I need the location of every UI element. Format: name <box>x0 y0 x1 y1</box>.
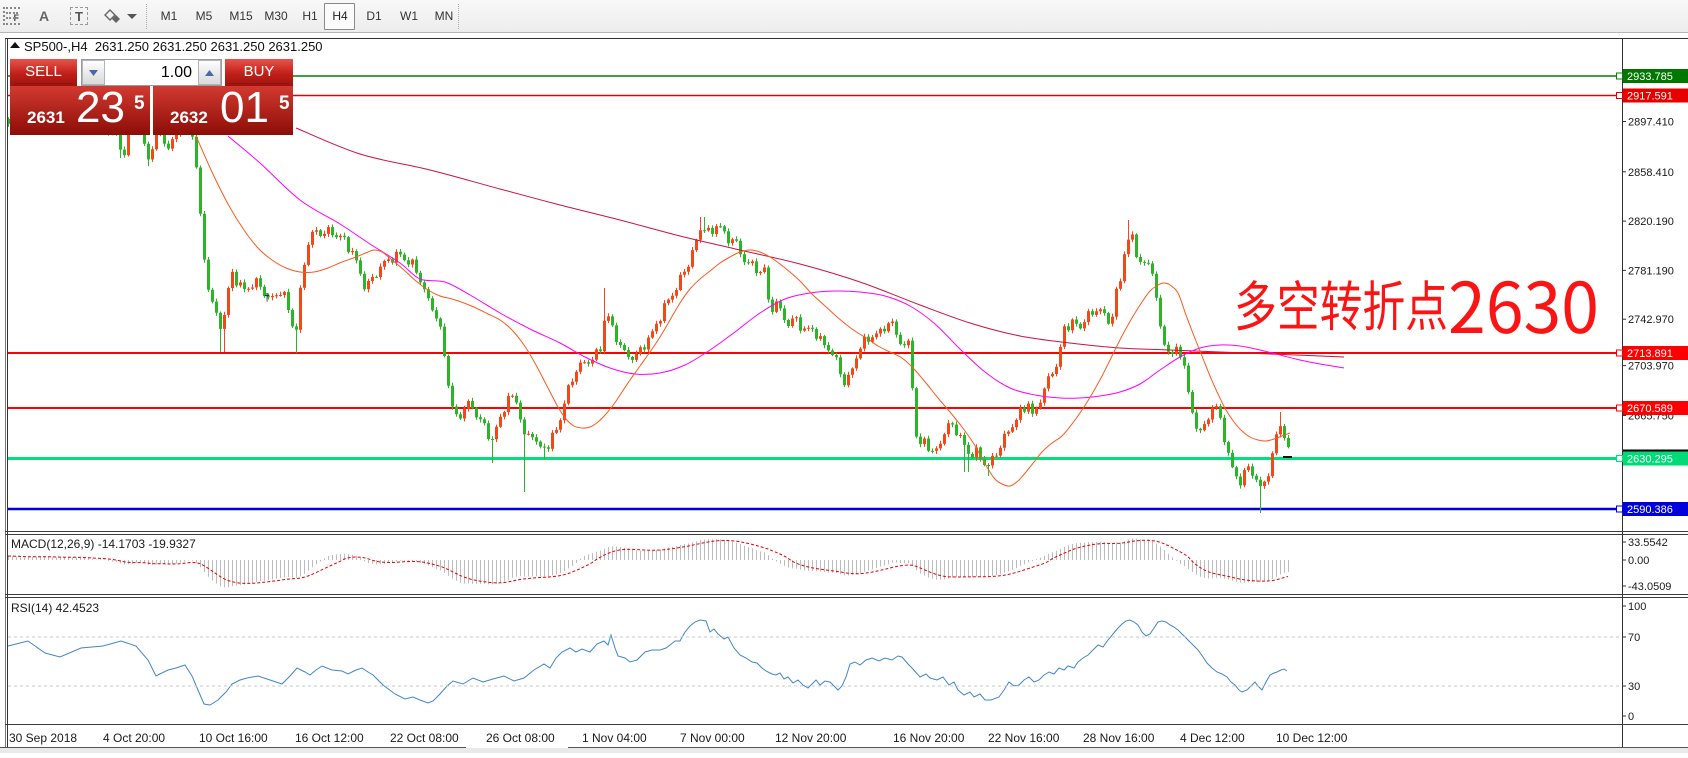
svg-text:26 Oct 08:00: 26 Oct 08:00 <box>486 731 555 745</box>
svg-text:-43.0509: -43.0509 <box>1628 581 1671 593</box>
svg-text:22 Nov 16:00: 22 Nov 16:00 <box>988 731 1060 745</box>
svg-text:7 Nov 00:00: 7 Nov 00:00 <box>680 731 745 745</box>
svg-text:SP500-,H4 2631.250 2631.250 2: SP500-,H4 2631.250 2631.250 2631.250 263… <box>24 39 323 54</box>
svg-text:10 Dec 12:00: 10 Dec 12:00 <box>1276 731 1348 745</box>
svg-text:2858.410: 2858.410 <box>1628 167 1674 179</box>
svg-text:30: 30 <box>1628 681 1640 693</box>
svg-text:30 Sep 2018: 30 Sep 2018 <box>9 731 77 745</box>
svg-text:2630.295: 2630.295 <box>1627 454 1673 466</box>
svg-text:2713.891: 2713.891 <box>1627 348 1673 360</box>
svg-text:22 Oct 08:00: 22 Oct 08:00 <box>390 731 459 745</box>
svg-text:RSI(14) 42.4523: RSI(14) 42.4523 <box>11 601 99 615</box>
svg-text:16 Nov 20:00: 16 Nov 20:00 <box>893 731 965 745</box>
svg-text:1 Nov 04:00: 1 Nov 04:00 <box>582 731 647 745</box>
svg-text:100: 100 <box>1628 601 1646 613</box>
svg-text:2670.589: 2670.589 <box>1627 403 1673 415</box>
svg-text:10 Oct 16:00: 10 Oct 16:00 <box>199 731 268 745</box>
svg-text:†: † <box>264 292 270 304</box>
svg-text:0: 0 <box>1628 711 1634 723</box>
svg-text:2742.970: 2742.970 <box>1628 314 1674 326</box>
svg-text:2590.386: 2590.386 <box>1627 504 1673 516</box>
svg-text:0.00: 0.00 <box>1628 555 1649 567</box>
svg-text:2897.410: 2897.410 <box>1628 117 1674 129</box>
svg-text:28 Nov 16:00: 28 Nov 16:00 <box>1083 731 1155 745</box>
svg-text:4 Oct 20:00: 4 Oct 20:00 <box>103 731 165 745</box>
svg-text:2820.190: 2820.190 <box>1628 216 1674 228</box>
svg-text:MACD(12,26,9) -14.1703 -19.932: MACD(12,26,9) -14.1703 -19.9327 <box>11 537 196 551</box>
svg-text:4 Dec 12:00: 4 Dec 12:00 <box>1180 731 1245 745</box>
svg-text:12 Nov 20:00: 12 Nov 20:00 <box>775 731 847 745</box>
svg-text:33.5542: 33.5542 <box>1628 537 1668 549</box>
svg-text:2781.190: 2781.190 <box>1628 265 1674 277</box>
svg-text:2703.970: 2703.970 <box>1628 361 1674 373</box>
svg-text:2933.785: 2933.785 <box>1627 71 1673 83</box>
svg-text:2917.591: 2917.591 <box>1627 91 1673 103</box>
svg-text:16 Oct 12:00: 16 Oct 12:00 <box>295 731 364 745</box>
svg-text:70: 70 <box>1628 632 1640 644</box>
